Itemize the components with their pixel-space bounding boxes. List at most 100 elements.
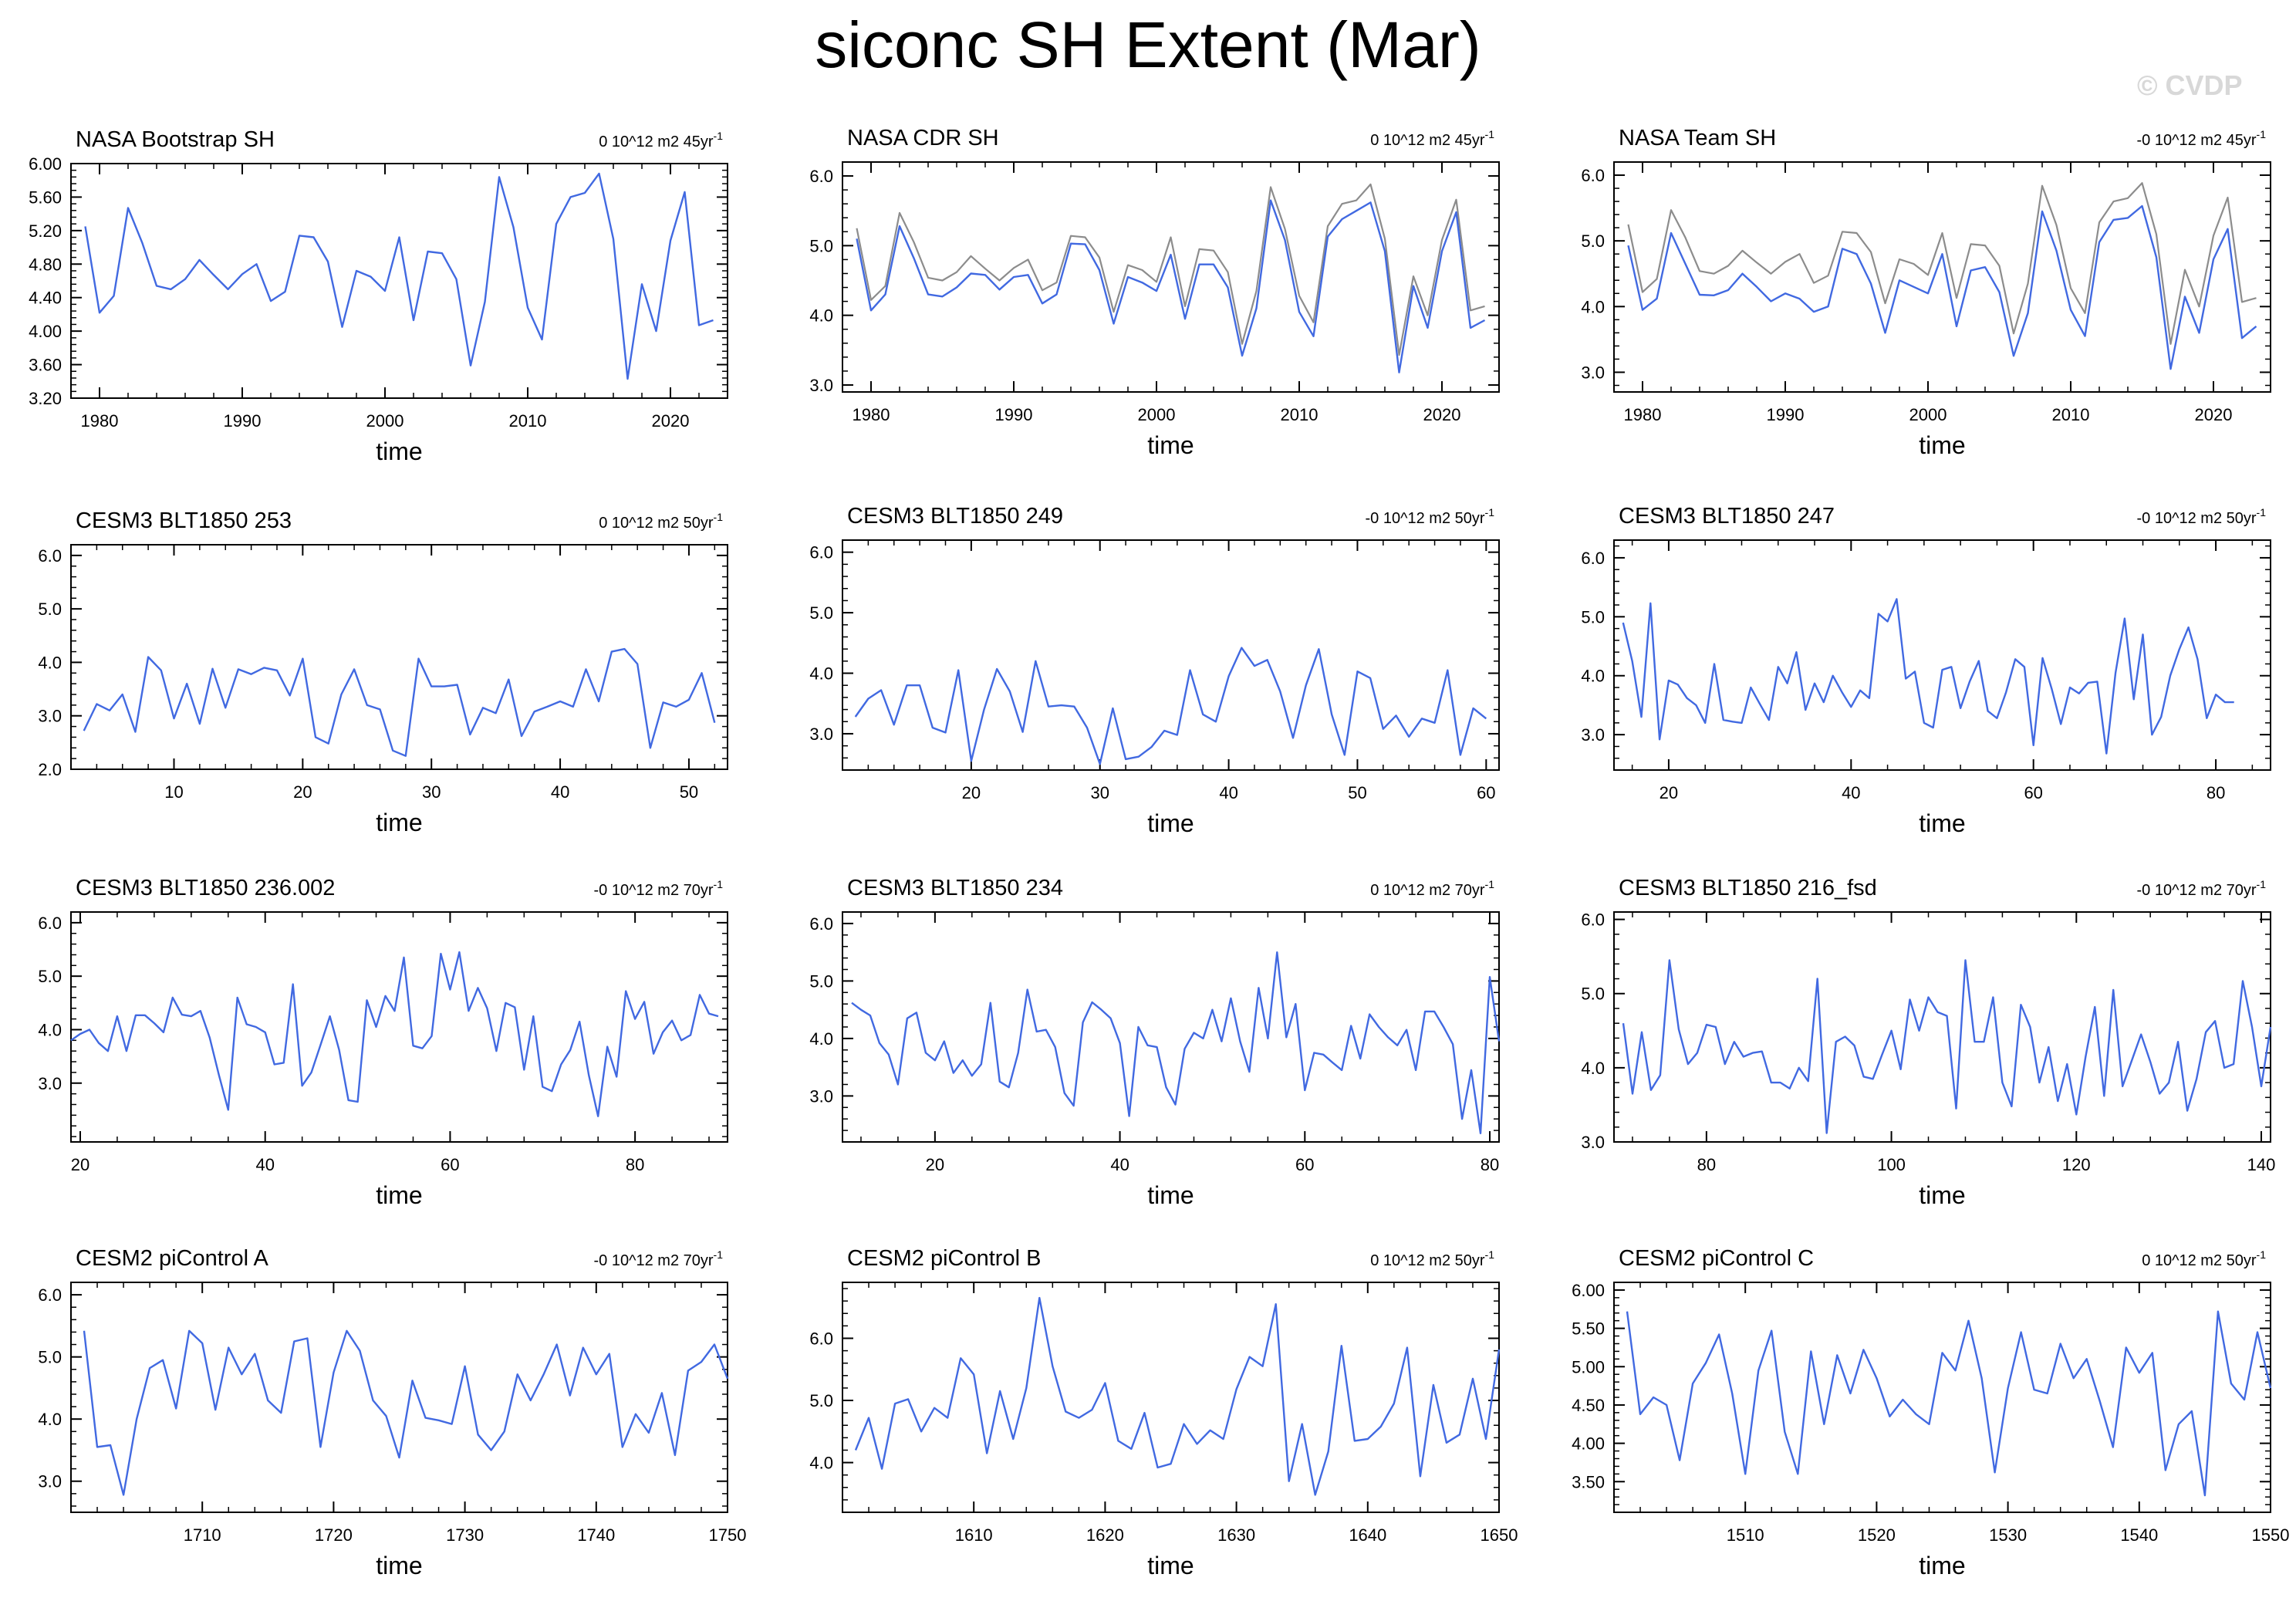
x-tick-label: 1640 [1349, 1525, 1386, 1545]
trend-label: -0 10^12 m2 70yr-1 [2137, 878, 2267, 899]
trend-label: -0 10^12 m2 70yr-1 [594, 878, 724, 899]
trend-exponent: -1 [1485, 878, 1495, 890]
trend-exponent: -1 [2257, 878, 2267, 890]
panel-cesm3-blt1850-216-fsd: CESM3 BLT1850 216_fsd -0 10^12 m2 70yr-1 3… [1581, 876, 2275, 1209]
y-tick-label: 5.0 [38, 1348, 62, 1367]
panel-cesm2-picontrol-c: CESM2 piControl C 0 10^12 m2 50yr-1 3.50 4.… [1572, 1246, 2289, 1579]
main-title: siconc SH Extent (Mar) [815, 8, 1481, 81]
trend-exponent: -1 [714, 1248, 724, 1261]
y-tick-label: 4.50 [1572, 1396, 1605, 1415]
trend-exponent: -1 [1485, 1248, 1495, 1261]
panel-nasa-bootstrap-sh: NASA Bootstrap SH 0 10^12 m2 45yr-1 3.20 3.… [29, 127, 728, 465]
x-tick-label: 1980 [81, 411, 119, 431]
trend-label: -0 10^12 m2 70yr-1 [594, 1248, 724, 1269]
plot-frame [70, 1282, 728, 1513]
trend-label: 0 10^12 m2 50yr-1 [599, 511, 723, 532]
trend-exponent: -1 [1485, 128, 1495, 140]
x-tick-label: 2000 [366, 411, 404, 431]
reference-series-line [1627, 182, 2257, 345]
y-tick-label: 4.0 [809, 664, 833, 684]
panel-cesm3-blt1850-234: CESM3 BLT1850 234 0 10^12 m2 70yr-1 3.0 4.0… [809, 876, 1501, 1209]
x-tick-label: 80 [1481, 1155, 1499, 1174]
x-tick-label: 30 [422, 782, 441, 802]
y-tick-label: 6.0 [38, 914, 62, 933]
panel-title: CESM3 BLT1850 236.002 [76, 876, 335, 900]
x-tick-label: 2010 [509, 411, 547, 431]
x-axis-title: time [1147, 1552, 1194, 1579]
trend-label: 0 10^12 m2 50yr-1 [1370, 1248, 1494, 1269]
x-axis-title: time [1147, 809, 1194, 837]
plot-frame [70, 911, 728, 1143]
x-tick-label: 80 [2207, 783, 2225, 802]
x-tick-label: 80 [626, 1155, 644, 1174]
x-tick-label: 1520 [1858, 1525, 1896, 1545]
x-tick-label: 50 [680, 782, 698, 802]
x-tick-label: 50 [1348, 783, 1366, 802]
y-tick-label: 5.60 [29, 187, 62, 207]
plot-frame [70, 544, 728, 770]
y-tick-label: 5.0 [1581, 231, 1605, 251]
panel-title: NASA Team SH [1619, 126, 1776, 150]
watermark: © CVDP [2137, 69, 2243, 101]
panel-cesm3-blt1850-249: CESM3 BLT1850 249 -0 10^12 m2 50yr-1 3.0 4.… [809, 504, 1500, 837]
x-tick-label: 1720 [315, 1525, 353, 1545]
x-axis-title: time [376, 1552, 422, 1579]
y-tick-label: 6.0 [38, 1285, 62, 1305]
panel-title: CESM2 piControl A [76, 1246, 268, 1271]
x-tick-label: 60 [2024, 783, 2042, 802]
x-tick-label: 1620 [1086, 1525, 1124, 1545]
trend-label: 0 10^12 m2 45yr-1 [599, 130, 723, 150]
trend-exponent: -1 [2257, 506, 2267, 519]
trend-label: -0 10^12 m2 45yr-1 [2137, 128, 2267, 149]
y-tick-label: 6.0 [809, 914, 833, 934]
y-tick-label: 6.00 [1572, 1281, 1605, 1300]
y-tick-label: 5.0 [809, 603, 833, 623]
series-line [856, 199, 1486, 373]
x-tick-label: 20 [926, 1155, 944, 1174]
y-tick-label: 3.0 [809, 1086, 833, 1106]
y-tick-label: 6.0 [809, 167, 833, 186]
y-tick-label: 4.0 [809, 1029, 833, 1049]
y-tick-label: 6.0 [1581, 910, 1605, 930]
y-tick-label: 5.0 [1581, 985, 1605, 1004]
trend-exponent: -1 [714, 878, 724, 890]
panel-cesm2-picontrol-a: CESM2 piControl A -0 10^12 m2 70yr-1 3.0 4.… [38, 1246, 746, 1579]
x-tick-label: 1980 [1624, 405, 1662, 424]
x-tick-label: 1990 [1767, 405, 1805, 424]
y-tick-label: 6.00 [29, 154, 62, 174]
trend-label: 0 10^12 m2 50yr-1 [2142, 1248, 2266, 1269]
panel-cesm3-blt1850-236-002: CESM3 BLT1850 236.002 -0 10^12 m2 70yr-1 3… [38, 876, 728, 1209]
y-tick-label: 6.0 [1581, 549, 1605, 568]
series-line [854, 647, 1487, 765]
x-tick-label: 1550 [2252, 1525, 2290, 1545]
panel-title: CESM2 piControl B [847, 1246, 1041, 1271]
x-tick-label: 40 [551, 782, 569, 802]
y-tick-label: 3.20 [29, 389, 62, 408]
x-tick-label: 1740 [577, 1525, 615, 1545]
x-tick-label: 1650 [1481, 1525, 1518, 1545]
y-tick-label: 5.00 [1572, 1357, 1605, 1376]
panel-title: NASA Bootstrap SH [76, 127, 275, 152]
series-line [84, 172, 714, 380]
x-tick-label: 1530 [1989, 1525, 2027, 1545]
y-tick-label: 3.50 [1572, 1472, 1605, 1491]
trend-label: -0 10^12 m2 50yr-1 [1366, 506, 1495, 527]
panel-title: CESM2 piControl C [1619, 1246, 1814, 1271]
y-tick-label: 4.80 [29, 255, 62, 274]
x-tick-label: 120 [2062, 1155, 2091, 1174]
x-axis-title: time [1919, 1181, 1965, 1209]
x-tick-label: 1610 [955, 1525, 993, 1545]
y-tick-label: 5.0 [809, 971, 833, 991]
y-tick-label: 4.0 [38, 1020, 62, 1039]
x-tick-label: 20 [962, 783, 981, 802]
y-tick-label: 6.0 [38, 546, 62, 566]
x-tick-label: 20 [1660, 783, 1678, 802]
series-line [83, 647, 716, 757]
y-tick-label: 3.0 [38, 1472, 62, 1491]
x-axis-title: time [1919, 431, 1965, 459]
y-tick-label: 6.0 [1581, 166, 1605, 185]
x-tick-label: 2020 [652, 411, 690, 431]
x-tick-label: 100 [1877, 1155, 1906, 1174]
series-line [851, 951, 1501, 1135]
